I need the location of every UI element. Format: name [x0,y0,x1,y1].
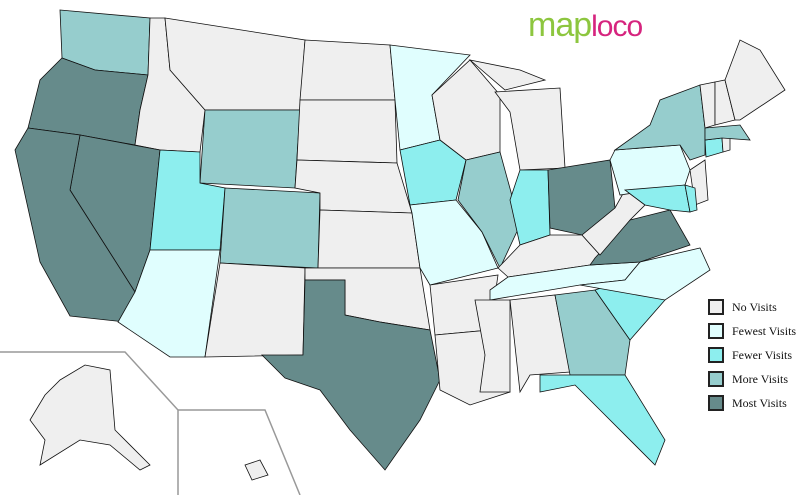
maploco-logo: maploco [528,6,643,45]
state-ma[interactable] [704,124,751,141]
state-ak[interactable] [29,364,151,471]
state-mo[interactable] [409,199,499,286]
logo-loco: loco [591,10,643,43]
legend-swatch [708,347,724,363]
logo-map: map [528,6,592,44]
state-sd[interactable] [296,99,398,164]
state-al[interactable] [509,294,571,394]
state-ia[interactable] [399,139,467,206]
state-wy[interactable] [199,109,301,189]
legend-swatch [708,299,724,315]
state-nc[interactable] [579,247,711,301]
state-tx[interactable] [261,279,441,471]
legend-item-fewest: Fewest Visits [708,319,796,343]
state-md[interactable] [623,184,691,213]
state-co[interactable] [219,187,321,269]
state-mi[interactable] [494,87,566,171]
inset-border [178,409,301,495]
state-hi[interactable] [244,459,269,481]
state-mi[interactable] [468,59,547,91]
state-az[interactable] [117,249,221,358]
legend-label: Fewer Visits [732,347,793,362]
state-ga[interactable] [554,289,631,376]
state-me[interactable] [724,39,786,121]
legend: No Visits Fewest Visits Fewer Visits Mor… [708,295,796,415]
legend-swatch [708,371,724,387]
legend-item-none: No Visits [708,295,796,319]
inset-border [0,351,179,495]
legend-label: No Visits [732,299,777,314]
state-nm[interactable] [204,262,306,358]
state-ms[interactable] [474,299,511,393]
state-de[interactable] [684,184,698,213]
legend-item-most: Most Visits [708,391,796,415]
legend-swatch [708,323,724,339]
state-ks[interactable] [317,209,421,269]
state-fl[interactable] [539,374,666,466]
state-nd[interactable] [299,39,396,101]
legend-label: More Visits [732,371,789,386]
state-ct[interactable] [704,137,724,158]
legend-item-fewer: Fewer Visits [708,343,796,367]
state-ri[interactable] [721,137,731,153]
legend-item-more: More Visits [708,367,796,391]
legend-label: Most Visits [732,395,787,410]
legend-swatch [708,395,724,411]
legend-label: Fewest Visits [732,323,797,338]
